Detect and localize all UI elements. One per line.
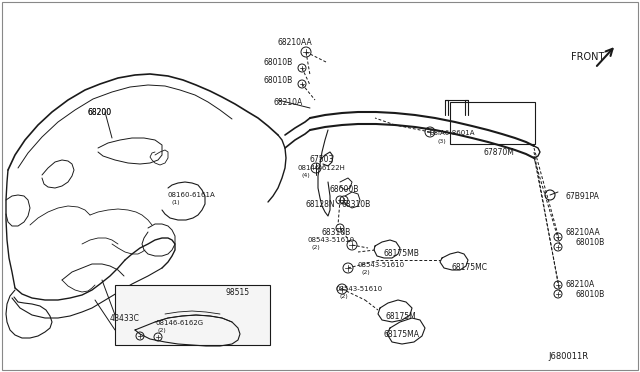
Text: (2): (2) <box>312 245 321 250</box>
Text: 08543-51610: 08543-51610 <box>308 237 355 243</box>
Text: FRONT: FRONT <box>571 52 604 62</box>
Text: (2): (2) <box>339 294 348 299</box>
Text: 68175MA: 68175MA <box>384 330 420 339</box>
Text: 4B433C: 4B433C <box>110 314 140 323</box>
Text: 68210AA: 68210AA <box>278 38 313 47</box>
Text: 68310B: 68310B <box>322 228 351 237</box>
Text: 68600B: 68600B <box>330 185 360 194</box>
Text: 68175MC: 68175MC <box>452 263 488 272</box>
Text: 08543-51610: 08543-51610 <box>358 262 405 268</box>
Text: 67503: 67503 <box>310 155 334 164</box>
Text: 68128N: 68128N <box>305 200 335 209</box>
Text: 68010B: 68010B <box>576 290 605 299</box>
Text: 98515: 98515 <box>225 288 249 297</box>
Text: 08543-51610: 08543-51610 <box>335 286 382 292</box>
Text: 08IA6-8601A: 08IA6-8601A <box>430 130 476 136</box>
Text: 68210A: 68210A <box>273 98 302 107</box>
Text: 68310B: 68310B <box>342 200 371 209</box>
Text: (2): (2) <box>362 270 371 275</box>
Bar <box>450 102 535 144</box>
Text: (1): (1) <box>172 200 180 205</box>
Text: J680011R: J680011R <box>548 352 588 361</box>
Text: 67B91PA: 67B91PA <box>566 192 600 201</box>
Text: 08146-6122H: 08146-6122H <box>298 165 346 171</box>
Text: 68200: 68200 <box>88 108 112 117</box>
Text: 67870M: 67870M <box>484 148 515 157</box>
Text: 68010B: 68010B <box>576 238 605 247</box>
Bar <box>115 285 270 345</box>
Text: (2): (2) <box>158 328 167 333</box>
Text: 68175M: 68175M <box>385 312 416 321</box>
Text: 08146-6162G: 08146-6162G <box>155 320 203 326</box>
Text: 68200: 68200 <box>88 108 112 117</box>
Text: (3): (3) <box>438 139 447 144</box>
Text: 68010B: 68010B <box>264 58 293 67</box>
Text: 68210A: 68210A <box>565 280 595 289</box>
Text: 08160-6161A: 08160-6161A <box>168 192 216 198</box>
Text: 68010B: 68010B <box>264 76 293 85</box>
Text: 68175MB: 68175MB <box>384 249 420 258</box>
Text: (4): (4) <box>302 173 311 178</box>
Text: 68210AA: 68210AA <box>565 228 600 237</box>
